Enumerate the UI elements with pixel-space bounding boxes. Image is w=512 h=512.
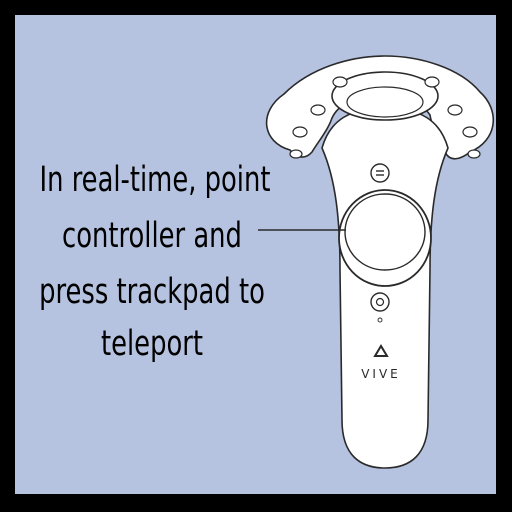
system-button	[370, 292, 390, 312]
controller-handle	[321, 107, 449, 469]
vive-logo-icon	[373, 344, 389, 357]
vive-brand-label: VIVE	[361, 367, 401, 381]
menu-button	[370, 163, 390, 183]
